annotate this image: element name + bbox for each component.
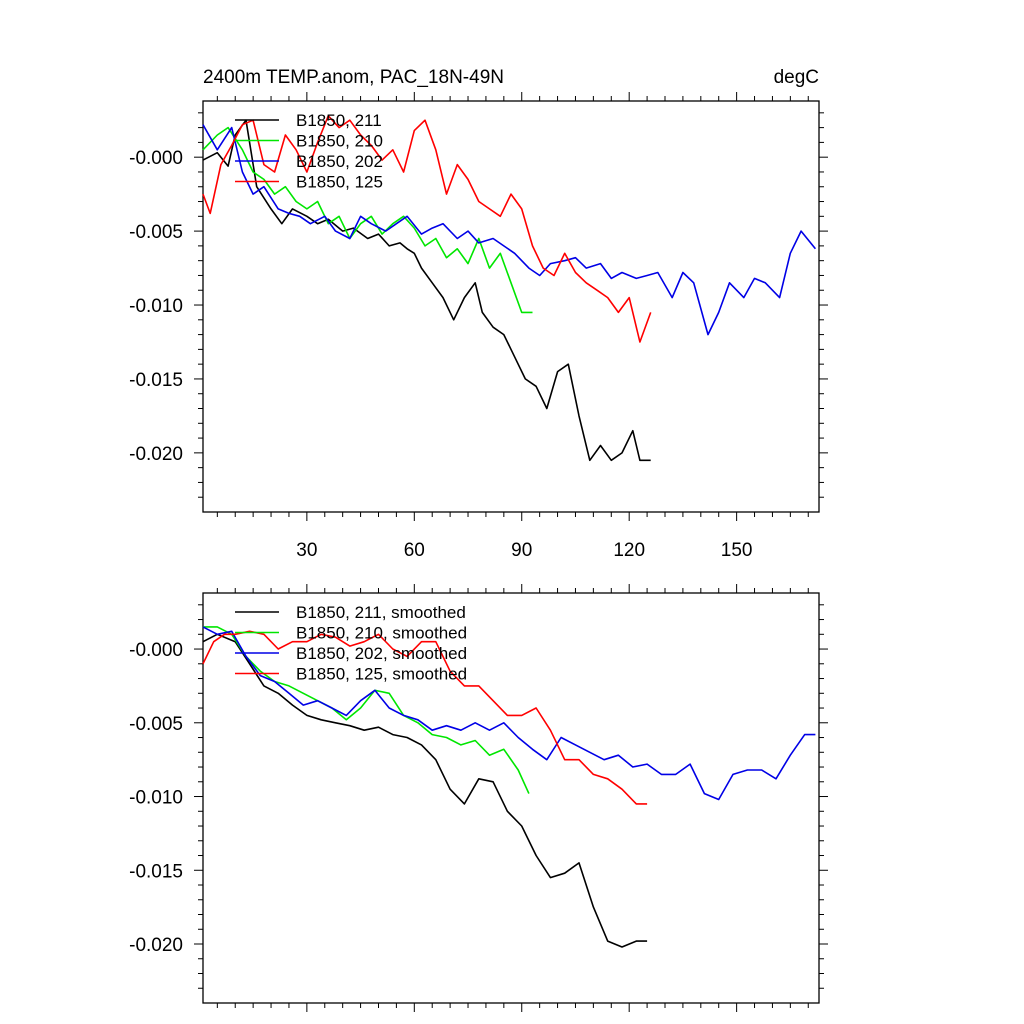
series-line-2 — [203, 626, 530, 794]
y-tick-label: -0.010 — [129, 788, 183, 809]
chart-units: degC — [774, 67, 819, 88]
plot-frame — [202, 100, 820, 513]
legend-label: B1850, 211, smoothed — [296, 603, 466, 622]
series-line-2 — [202, 126, 533, 314]
series-line-1 — [202, 119, 651, 462]
y-tick-label: -0.010 — [129, 296, 183, 317]
y-tick-label: -0.020 — [129, 444, 183, 465]
y-tick-label: -0.000 — [129, 640, 183, 661]
x-tick-label: 90 — [511, 540, 532, 561]
series-line-3 — [202, 124, 817, 336]
legend-label: B1850, 125 — [296, 173, 383, 192]
plot-frame — [202, 592, 820, 1004]
legend-label: B1850, 202, smoothed — [296, 644, 467, 663]
x-tick-label: 120 — [613, 540, 645, 561]
y-tick-label: -0.005 — [129, 222, 183, 243]
legend-label: B1850, 211 — [296, 111, 382, 130]
x-tick-label: 60 — [404, 540, 425, 561]
x-tick-label: 150 — [721, 540, 753, 561]
y-tick-label: -0.015 — [129, 370, 183, 391]
series-line-4 — [202, 630, 648, 805]
series-line-4 — [202, 115, 652, 343]
legend-label: B1850, 125, smoothed — [296, 665, 467, 684]
legend-label: B1850, 202 — [296, 152, 383, 171]
chart-title: 2400m TEMP.anom, PAC_18N-49N — [203, 67, 504, 88]
y-tick-label: -0.000 — [129, 148, 183, 169]
legend-label: B1850, 210 — [296, 132, 383, 151]
x-tick-label: 30 — [296, 540, 317, 561]
legend-label: B1850, 210, smoothed — [296, 624, 467, 643]
y-tick-label: -0.015 — [129, 861, 183, 882]
series-line-3 — [202, 626, 816, 801]
y-tick-label: -0.005 — [129, 714, 183, 735]
y-tick-label: -0.020 — [129, 935, 183, 956]
series-line-1 — [202, 633, 648, 948]
